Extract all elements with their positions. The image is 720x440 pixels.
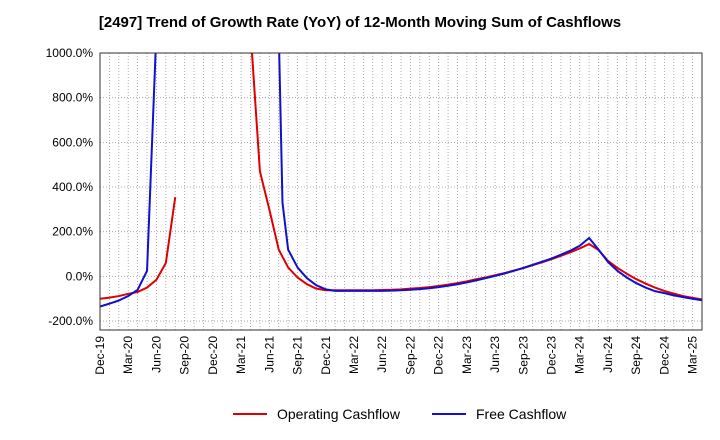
x-tick-label: Sep-23 [516,336,530,375]
x-tick-label: Mar-20 [121,336,135,374]
legend-swatch-free-cashflow [432,413,466,415]
legend-swatch-operating-cashflow [233,413,267,415]
y-tick-label: 800.0% [52,91,93,105]
x-tick-label: Jun-23 [488,336,502,373]
y-tick-label: 400.0% [52,180,93,194]
x-tick-label: Mar-25 [686,336,700,374]
x-tick-label: Mar-22 [347,336,361,374]
x-tick-label: Jun-21 [262,336,276,373]
legend-label-operating-cashflow: Operating Cashflow [277,406,400,422]
x-tick-label: Dec-21 [319,336,333,375]
x-tick-label: Jun-24 [601,336,615,373]
y-tick-label: -200.0% [48,314,93,328]
chart-title: [2497] Trend of Growth Rate (YoY) of 12-… [98,14,622,31]
legend-label-free-cashflow: Free Cashflow [476,406,567,422]
x-tick-label: Dec-23 [545,336,559,375]
x-tick-label: Dec-24 [657,336,671,375]
x-tick-label: Sep-24 [629,336,643,375]
x-tick-label: Sep-20 [178,336,192,375]
x-tick-label: Dec-22 [432,336,446,375]
x-tick-label: Dec-20 [206,336,220,375]
y-tick-label: 200.0% [52,225,93,239]
x-tick-label: Jun-20 [149,336,163,373]
x-tick-label: Dec-19 [93,336,107,375]
legend-item-free-cashflow: Free Cashflow [432,406,566,422]
series-line-free-cashflow [100,53,702,308]
x-tick-label: Mar-24 [573,336,587,374]
legend-item-operating-cashflow: Operating Cashflow [233,406,400,422]
x-tick-label: Sep-22 [403,336,417,375]
legend: Operating Cashflow Free Cashflow [0,406,720,426]
x-tick-label: Jun-22 [375,336,389,373]
x-tick-label: Mar-23 [460,336,474,374]
plot-frame [99,52,703,331]
x-tick-label: Mar-21 [234,336,248,374]
y-tick-label: 600.0% [52,135,93,149]
y-tick-label: 0.0% [66,269,94,283]
x-tick-label: Sep-21 [291,336,305,375]
y-tick-label: 1000.0% [46,46,94,60]
